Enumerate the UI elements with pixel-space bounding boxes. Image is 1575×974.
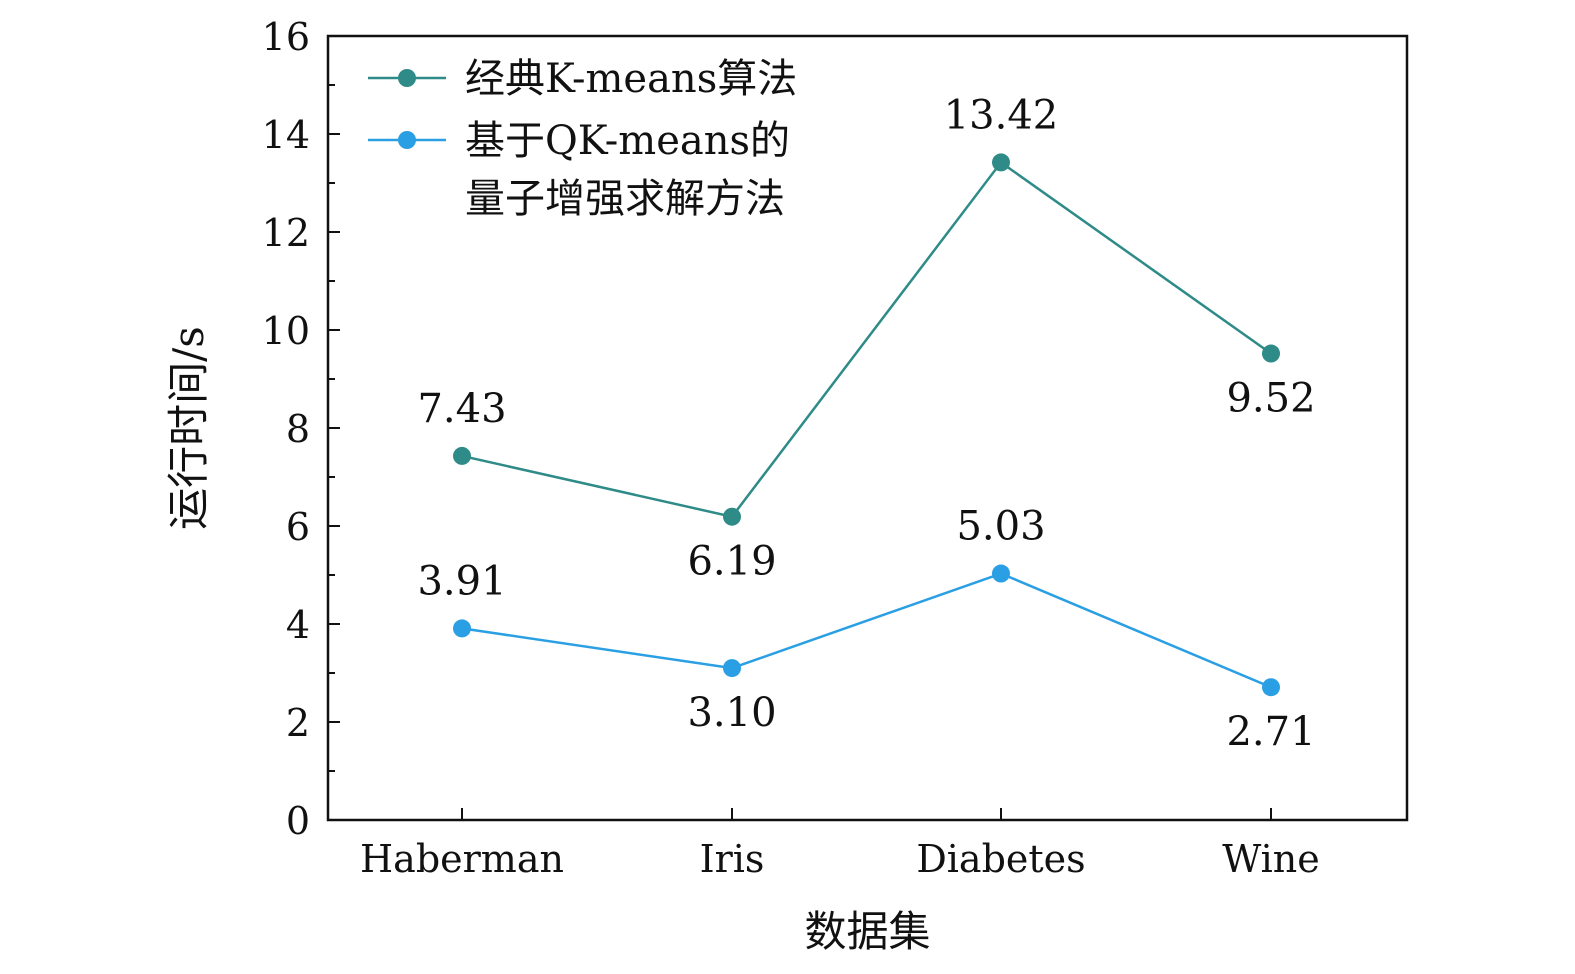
data-label: 13.42 (944, 92, 1059, 138)
y-tick-label: 8 (286, 407, 310, 451)
legend-label: 基于QK-means的 (465, 118, 790, 164)
data-label: 7.43 (417, 386, 506, 432)
data-label: 6.19 (687, 539, 776, 585)
y-tick-label: 6 (286, 505, 310, 549)
y-tick-label: 2 (286, 701, 310, 745)
legend-label: 量子增强求解方法 (465, 176, 785, 222)
x-tick-label: Iris (700, 837, 765, 881)
legend-marker (398, 69, 416, 87)
data-point (992, 153, 1010, 172)
data-label: 9.52 (1226, 376, 1315, 422)
x-tick-label: Wine (1222, 837, 1320, 881)
x-tick-label: Diabetes (916, 837, 1085, 881)
y-axis: 0 2 4 6 8 10 12 14 16 (262, 15, 340, 843)
x-axis: Haberman Iris Diabetes Wine (360, 808, 1320, 881)
data-point (992, 564, 1010, 583)
data-label: 3.91 (417, 558, 506, 604)
y-tick-label: 12 (262, 211, 310, 255)
series-layer (453, 153, 1280, 697)
data-point (453, 619, 471, 638)
y-axis-title: 运行时间/s (164, 326, 213, 530)
data-point (453, 446, 471, 465)
x-axis-title: 数据集 (804, 907, 930, 956)
series-line-2 (461, 572, 1272, 689)
series-line-1 (461, 160, 1272, 519)
y-tick-label: 10 (262, 309, 310, 353)
y-tick-label: 14 (262, 113, 310, 157)
data-labels: 7.43 6.19 13.42 9.52 3.91 3.10 5.03 2.71 (417, 92, 1315, 755)
data-label: 3.10 (687, 690, 776, 736)
data-point (1262, 678, 1280, 697)
data-point (723, 659, 741, 678)
legend-marker (398, 131, 416, 149)
data-label: 2.71 (1226, 709, 1315, 755)
y-tick-label: 16 (262, 15, 310, 59)
data-point (1262, 344, 1280, 363)
data-label: 5.03 (956, 504, 1045, 550)
y-tick-label: 4 (286, 603, 310, 647)
y-tick-label: 0 (286, 799, 310, 843)
legend-label: 经典K-means算法 (465, 56, 797, 102)
x-tick-label: Haberman (360, 837, 564, 881)
data-point (723, 507, 741, 526)
